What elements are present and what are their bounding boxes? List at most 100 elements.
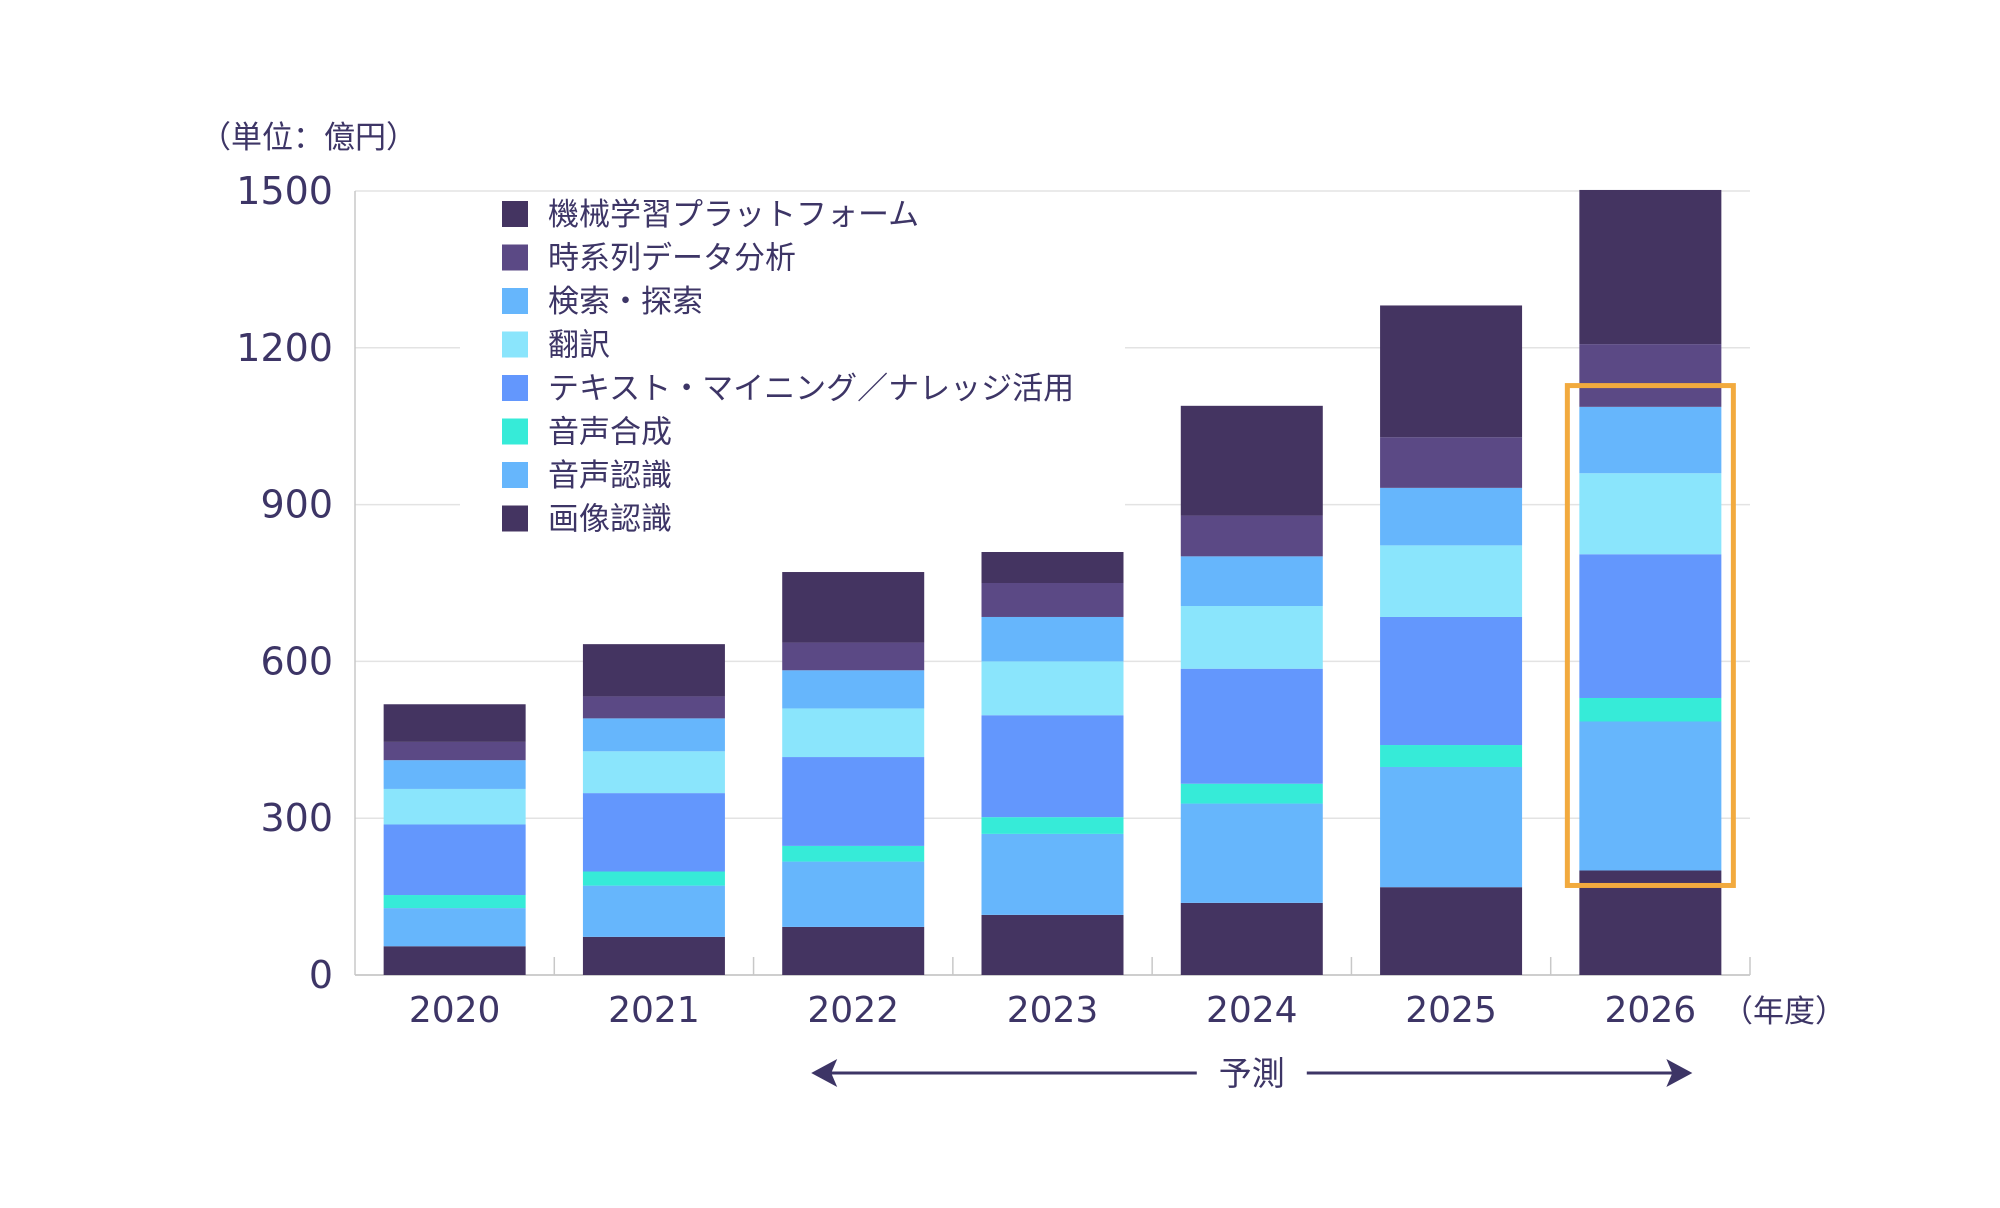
x-tick-label: 2021 xyxy=(608,990,700,1031)
legend-swatch xyxy=(502,331,528,358)
legend-item: 画像認識 xyxy=(502,502,672,538)
legend-label: 時系列データ分析 xyxy=(548,241,796,277)
bar-segment xyxy=(582,751,725,794)
bar-segment xyxy=(582,885,725,937)
unit-label: （単位：億円） xyxy=(200,120,417,156)
legend-label: 検索・探索 xyxy=(548,284,703,320)
legend-item: テキスト・マイニング／ナレッジ活用 xyxy=(502,371,1074,407)
forecast-label: 予測 xyxy=(1219,1054,1285,1093)
bar-segment xyxy=(582,644,725,697)
highlight-box xyxy=(1564,383,1736,888)
x-axis: 2020 2021 2022 2023 2024 2025 2026 xyxy=(409,957,1751,1031)
bar-segment xyxy=(383,908,526,947)
bar-segment xyxy=(981,817,1124,834)
bar-segment xyxy=(1380,745,1523,767)
bar-segment xyxy=(1180,783,1323,804)
legend-swatch xyxy=(502,462,528,488)
bar-segment xyxy=(981,833,1124,915)
legend-background xyxy=(460,196,1125,552)
bar-segment xyxy=(1180,405,1323,516)
legend-label: 翻訳 xyxy=(548,328,610,364)
bar-segment xyxy=(782,861,925,927)
bar-segment xyxy=(1380,616,1523,746)
legend-swatch xyxy=(502,244,528,271)
bar-segment xyxy=(1380,766,1523,888)
bar-segment xyxy=(383,895,526,909)
bar-segment xyxy=(582,871,725,886)
bar-segment xyxy=(383,946,526,975)
legend-item: 検索・探索 xyxy=(502,284,703,320)
bar-segment xyxy=(383,760,526,789)
legend-item: 音声合成 xyxy=(502,415,672,451)
legend-swatch xyxy=(502,201,528,227)
bar-segment xyxy=(383,704,526,742)
legend-item: 時系列データ分析 xyxy=(502,241,796,277)
bar-segment xyxy=(782,670,925,709)
y-axis: 0 300 600 900 1200 1500 xyxy=(236,169,356,997)
bar-segment xyxy=(383,788,526,825)
bar-segment xyxy=(1380,437,1523,488)
legend-label: 音声認識 xyxy=(548,458,672,494)
bar-segment xyxy=(1180,515,1323,557)
bar-segment xyxy=(782,642,925,671)
bar-segment xyxy=(383,741,526,761)
bar-segment xyxy=(1380,487,1523,546)
bar-segment xyxy=(981,616,1124,662)
x-tick-label: 2023 xyxy=(1007,990,1099,1031)
y-tick-label: 1500 xyxy=(236,169,333,213)
x-tick-label: 2026 xyxy=(1605,990,1697,1031)
bar-segment xyxy=(1579,344,1722,407)
legend-label: 機械学習プラットフォーム xyxy=(548,197,919,233)
bar-segment xyxy=(1380,305,1523,438)
x-tick-label: 2025 xyxy=(1405,990,1497,1031)
y-tick-label: 1200 xyxy=(236,326,333,370)
bar-segment xyxy=(981,914,1124,975)
bar-segment xyxy=(782,757,925,846)
arrow-left-icon xyxy=(811,1059,838,1087)
y-tick-label: 0 xyxy=(309,953,333,997)
legend-swatch xyxy=(502,418,528,445)
bar-segment xyxy=(1180,668,1323,784)
legend-swatch xyxy=(502,375,528,401)
y-tick-label: 600 xyxy=(260,639,333,683)
bar-segment xyxy=(1180,803,1323,903)
bar-segment xyxy=(1579,189,1722,345)
bar-segment xyxy=(782,845,925,862)
bar-segment xyxy=(1180,902,1323,975)
legend-item: 機械学習プラットフォーム xyxy=(502,197,919,233)
legend-label: 画像認識 xyxy=(548,502,672,538)
legend: 機械学習プラットフォーム時系列データ分析検索・探索翻訳テキスト・マイニング／ナレ… xyxy=(460,196,1125,552)
bar-segment xyxy=(981,661,1124,716)
bar-segment xyxy=(782,926,925,975)
bar-segment xyxy=(1180,605,1323,669)
bar-segment xyxy=(1579,406,1722,474)
bar-segment xyxy=(582,718,725,752)
bar-segment xyxy=(782,572,925,643)
bar-segment xyxy=(1579,721,1722,871)
bar-segment xyxy=(1180,556,1323,606)
legend-item: 翻訳 xyxy=(502,328,610,364)
bar-segment xyxy=(582,793,725,872)
bar-segment xyxy=(981,583,1124,617)
legend-label: テキスト・マイニング／ナレッジ活用 xyxy=(548,371,1074,407)
bars xyxy=(383,189,1736,975)
bar-segment xyxy=(383,824,526,896)
legend-swatch xyxy=(502,505,528,532)
x-tick-label: 2020 xyxy=(409,990,501,1031)
bar-segment xyxy=(1380,545,1523,617)
arrow-right-icon xyxy=(1666,1059,1693,1087)
bar-segment xyxy=(1579,473,1722,555)
bar-segment xyxy=(582,936,725,975)
x-tick-label: 2022 xyxy=(807,990,899,1031)
legend-swatch xyxy=(502,288,528,314)
x-unit-label: （年度） xyxy=(1722,994,1846,1030)
bar-segment xyxy=(1579,697,1722,722)
y-tick-label: 900 xyxy=(260,483,333,527)
legend-item: 音声認識 xyxy=(502,458,672,494)
bar-segment xyxy=(1380,887,1523,975)
bar-segment xyxy=(1579,554,1722,698)
legend-label: 音声合成 xyxy=(548,415,672,451)
forecast-annotation: 予測 xyxy=(811,1054,1693,1093)
bar-segment xyxy=(582,696,725,719)
